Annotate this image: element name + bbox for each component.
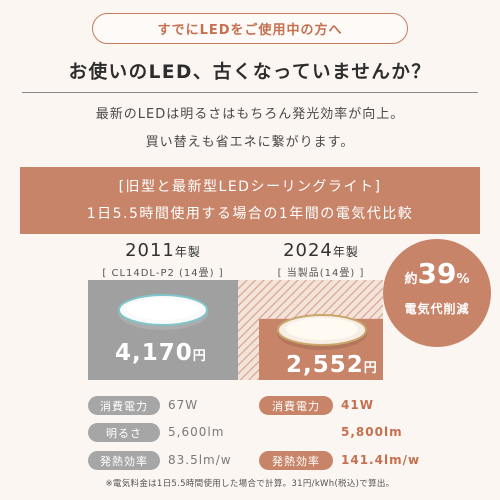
old-spec-label-efficiency: 発熱効率: [88, 451, 160, 470]
old-cost-value: 4,170: [115, 340, 193, 366]
saving-hatch: [238, 280, 383, 380]
banner-title: [旧型と最新型LEDシーリングライト]: [118, 179, 382, 195]
new-spec-value-brightness: 5,800lm: [341, 425, 403, 439]
comparison-banner: [旧型と最新型LEDシーリングライト] 1日5.5時間使用する場合の1年間の電気…: [20, 167, 480, 234]
badge-caption: 電気代削減: [404, 302, 470, 316]
lamp-new: [277, 314, 367, 350]
subtitle-line-1: 最新のLEDは明るさはもちろん発光効率が向上。: [95, 107, 405, 122]
new-spec-label-power: 消費電力: [259, 396, 333, 415]
footnote: ※電気料金は1日5.5時間使用した場合で計算。31円/kWh(税込)で算出。: [105, 479, 395, 489]
old-spec-value-efficiency: 83.5lm/w: [168, 453, 232, 467]
subtitle-line-2: 買い替えも省エネに繋がります。: [145, 135, 355, 150]
old-cost-unit: 円: [192, 349, 207, 364]
new-year: 2024: [283, 240, 333, 261]
old-spec-label-brightness: 明るさ: [88, 423, 160, 442]
new-year-suffix: 年製: [332, 245, 359, 259]
new-cost-label: 2,552円: [286, 352, 378, 378]
banner-subtitle: 1日5.5時間使用する場合の1年間の電気代比較: [86, 206, 414, 222]
badge-prefix: 約: [404, 272, 418, 287]
old-spec-value-brightness: 5,600lm: [168, 425, 225, 439]
new-cost-value: 2,552: [286, 352, 364, 378]
new-cost-unit: 円: [363, 361, 378, 376]
old-model-name: [ CL14DL-P2 (14畳) ]: [102, 268, 224, 279]
new-spec-value-power: 41W: [341, 398, 374, 412]
savings-badge: 約39% 電気代削減: [383, 239, 491, 347]
intro-pill: すでにLEDをご使用中の方へ: [92, 13, 408, 44]
old-model-header: 2011年製 [ CL14DL-P2 (14畳) ]: [88, 240, 238, 279]
old-year: 2011: [125, 240, 175, 261]
new-spec-label-efficiency: 発熱効率: [259, 451, 333, 470]
new-model-name: [ 当製品(14畳) ]: [277, 268, 365, 279]
lamp-old: [118, 294, 208, 330]
old-year-suffix: 年製: [174, 245, 201, 259]
new-model-header: 2024年製 [ 当製品(14畳) ]: [260, 240, 382, 279]
badge-percent: %: [456, 272, 470, 287]
new-spec-value-efficiency: 141.4lm/w: [341, 453, 421, 467]
old-spec-value-power: 67W: [168, 398, 199, 412]
old-cost-label: 4,170円: [115, 340, 207, 366]
old-spec-label-power: 消費電力: [88, 396, 160, 415]
badge-number: 39: [417, 257, 457, 290]
page-headline: お使いのLED、古くなっていませんか？: [68, 62, 432, 83]
divider: [22, 92, 478, 93]
